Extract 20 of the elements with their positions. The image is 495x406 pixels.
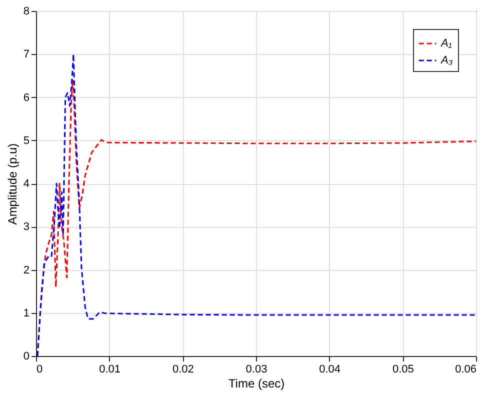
x-tick-label: 0.06 <box>455 364 476 376</box>
y-axis-title: Amplitude (p.u) <box>5 143 20 225</box>
y-tick-label: 3 <box>23 221 30 234</box>
x-tick-label: 0.02 <box>172 364 194 376</box>
y-tick-label: 4 <box>23 178 30 190</box>
y-tick-label: 1 <box>23 307 30 320</box>
x-tick-label: 0.03 <box>246 364 268 376</box>
y-tick-label: 5 <box>23 134 30 147</box>
legend-label: A₃ <box>440 54 454 66</box>
y-tick-label: 8 <box>23 6 30 18</box>
y-tick-label: 6 <box>23 92 30 104</box>
y-tick-label: 7 <box>23 48 30 61</box>
x-axis-title: Time (sec) <box>228 376 285 390</box>
x-tick-label: 0.04 <box>319 364 341 376</box>
y-tick-label: 0 <box>23 350 30 362</box>
x-tick-label: 0.05 <box>392 364 414 376</box>
x-tick-label: 0.01 <box>99 364 121 376</box>
y-tick-label: 2 <box>23 264 30 276</box>
legend-label: A₁ <box>440 38 452 50</box>
x-tick-label: 0 <box>36 364 43 376</box>
